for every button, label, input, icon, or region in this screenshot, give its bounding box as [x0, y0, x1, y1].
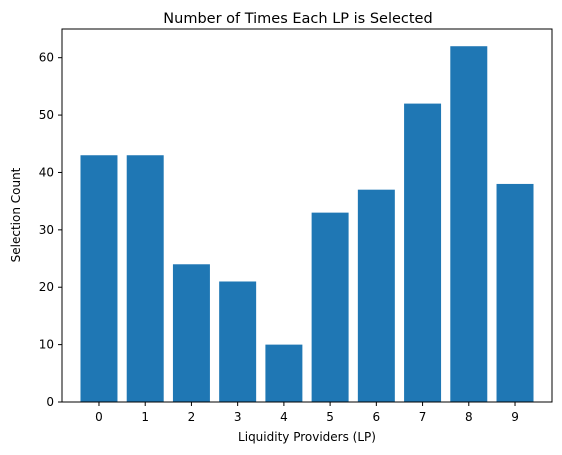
x-axis-label: Liquidity Providers (LP) [238, 430, 376, 444]
x-tick-label: 2 [188, 410, 196, 424]
y-tick-label: 50 [39, 108, 54, 122]
y-tick-label: 20 [39, 280, 54, 294]
bar-lp-2 [172, 264, 210, 402]
bar-lp-1 [126, 155, 164, 402]
x-tick-label: 5 [326, 410, 334, 424]
y-axis-ticks: 0 10 20 30 40 50 60 [39, 51, 62, 409]
x-tick-label: 7 [419, 410, 427, 424]
y-tick-label: 10 [39, 338, 54, 352]
bar-lp-0 [80, 155, 118, 402]
y-tick-label: 30 [39, 223, 54, 237]
plot-frame [61, 28, 553, 403]
x-tick-label: 8 [465, 410, 473, 424]
x-axis-ticks: 0 1 2 3 4 5 6 7 8 9 [95, 402, 519, 424]
bar-lp-6 [357, 189, 395, 402]
plot-area: 0 1 2 3 4 5 6 7 8 9 0 10 20 30 40 50 60 [39, 28, 553, 424]
bar-lp-9 [496, 183, 534, 402]
bar-lp-7 [404, 103, 442, 402]
x-tick-label: 4 [280, 410, 288, 424]
bar-lp-8 [450, 46, 488, 402]
chart-title: Number of Times Each LP is Selected [163, 11, 432, 27]
x-tick-label: 6 [373, 410, 381, 424]
x-tick-label: 3 [234, 410, 242, 424]
bar-lp-5 [311, 212, 349, 402]
bar-lp-3 [219, 281, 257, 402]
x-tick-label: 1 [141, 410, 149, 424]
y-axis-label: Selection Count [9, 167, 23, 262]
x-tick-label: 9 [511, 410, 519, 424]
y-tick-label: 60 [39, 51, 54, 65]
x-tick-label: 0 [95, 410, 103, 424]
bar-lp-4 [265, 344, 303, 402]
y-tick-label: 40 [39, 165, 54, 179]
bars-group [80, 46, 534, 402]
y-tick-label: 0 [46, 395, 54, 409]
